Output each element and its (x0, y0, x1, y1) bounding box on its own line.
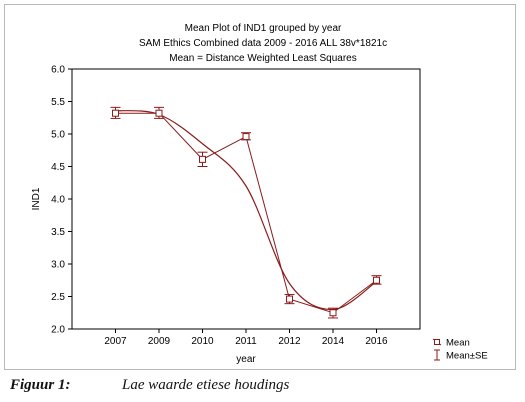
x-tick-label: 2016 (365, 336, 388, 347)
x-tick-label: 2007 (104, 336, 127, 347)
smooth-curve (115, 110, 377, 311)
y-tick-label: 3.5 (51, 227, 65, 238)
y-tick-label: 5.5 (51, 97, 65, 108)
data-point (112, 109, 119, 117)
y-tick-label: 2.5 (51, 292, 65, 303)
series-line (115, 112, 377, 314)
y-tick-label: 6.0 (51, 65, 65, 76)
data-point (329, 309, 337, 317)
data-point (373, 276, 380, 284)
y-tick-label: 2.0 (51, 325, 65, 336)
chart-title-line-1: Mean Plot of IND1 grouped by year (185, 23, 342, 34)
y-tick-label: 4.0 (51, 195, 65, 206)
y-tick-label: 4.5 (51, 162, 65, 173)
chart-title-line-3: Mean = Distance Weighted Least Squares (169, 53, 356, 64)
chart-title-line-2: SAM Ethics Combined data 2009 - 2016 ALL… (139, 38, 387, 49)
plot-area (71, 68, 421, 330)
figure-caption-text: Lae waarde etiese houdings (122, 377, 290, 393)
figure-caption: Figuur 1: Lae waarde etiese houdings (10, 377, 289, 394)
y-tick-label: 5.0 (51, 130, 65, 141)
x-tick-label: 2012 (278, 336, 301, 347)
data-point (155, 109, 163, 117)
legend-mean-marker (434, 339, 440, 345)
x-axis-label: year (236, 354, 256, 365)
x-tick-label: 2009 (148, 336, 171, 347)
legend-label-mean: Mean (446, 338, 470, 349)
x-tick-label: 2010 (191, 336, 214, 347)
data-point (199, 155, 206, 163)
x-tick-label: 2011 (235, 336, 257, 347)
data-point (286, 295, 293, 303)
y-axis-label: IND1 (31, 187, 42, 210)
data-point (242, 133, 250, 141)
chart-svg: Mean Plot of IND1 grouped by year SAM Eth… (31, 23, 488, 365)
chart-frame: Mean Plot of IND1 grouped by year SAM Eth… (4, 4, 516, 370)
x-tick-label: 2014 (322, 336, 345, 347)
y-tick-label: 3.0 (51, 260, 65, 271)
figure-caption-label: Figuur 1: (10, 377, 71, 393)
legend-label-se: Mean±SE (446, 351, 488, 362)
